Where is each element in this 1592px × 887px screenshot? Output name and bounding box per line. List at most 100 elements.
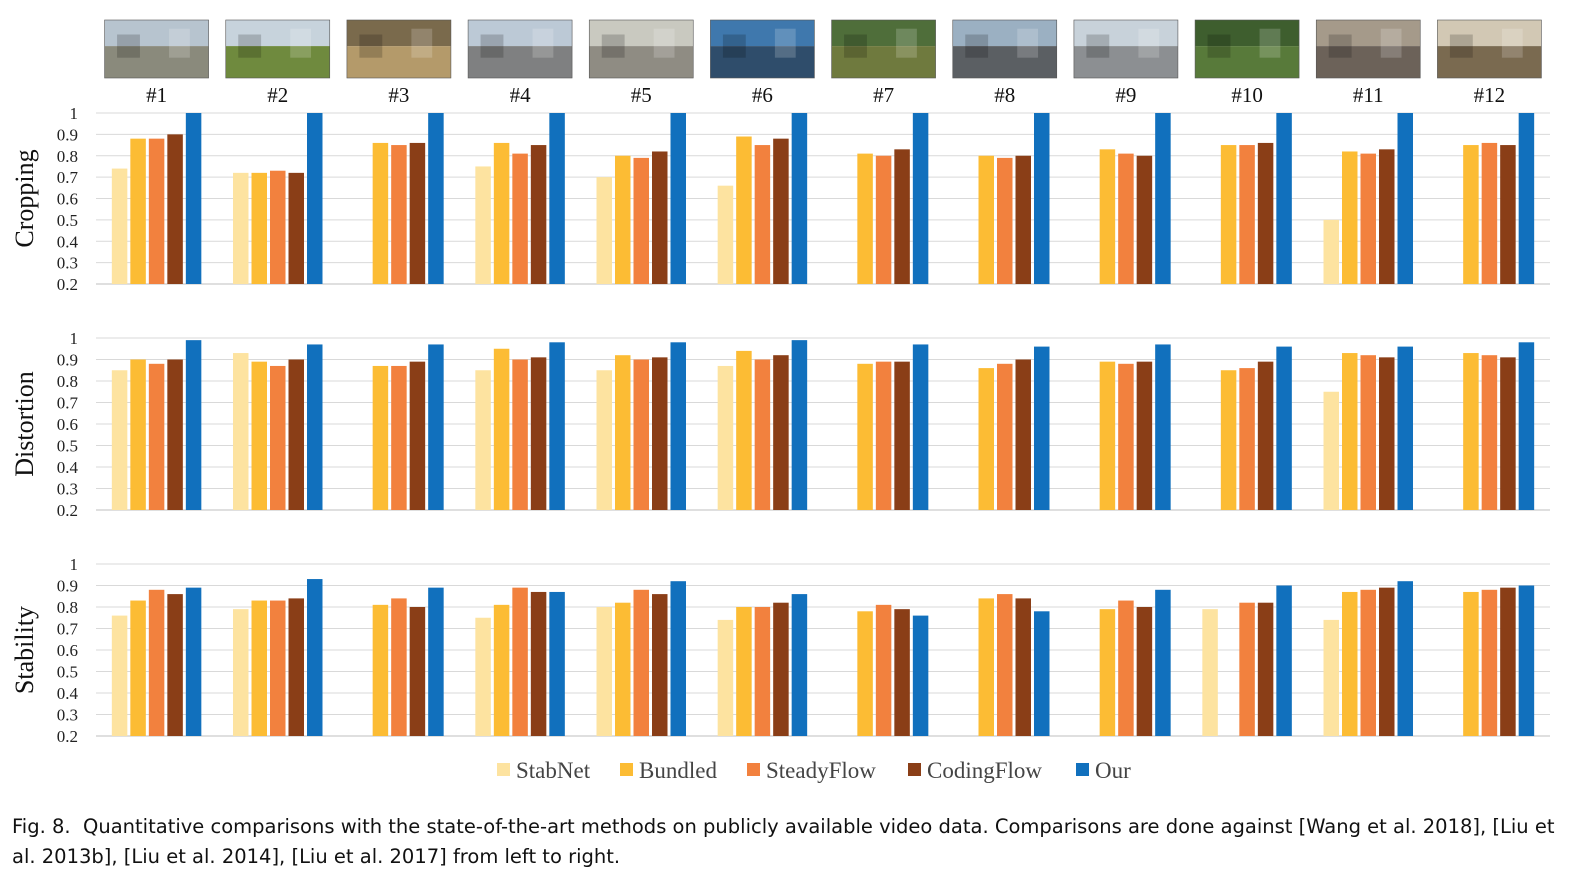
bar-codingflow-n9 — [1136, 155, 1153, 284]
bar-our-n3 — [428, 587, 444, 736]
bar-steadyflow-n11 — [1360, 589, 1376, 736]
bar-our-n8 — [1034, 346, 1050, 510]
thumbnail-7 — [831, 19, 936, 79]
thumbnail-11 — [1315, 19, 1421, 79]
bar-steadyflow-n6 — [754, 359, 771, 510]
bar-codingflow-n4 — [530, 145, 547, 284]
bar-steadyflow-n4 — [512, 359, 528, 510]
bar-bundled-n4 — [493, 142, 510, 284]
bar-stabnet-n10 — [1202, 609, 1218, 736]
bar-steadyflow-n12 — [1481, 355, 1498, 510]
bar-our-n3 — [428, 113, 444, 284]
y-tick-label: 0.7 — [57, 394, 79, 413]
thumbnail-ground — [952, 46, 1057, 78]
y-tick-label: 0.4 — [57, 684, 79, 703]
bar-stabnet-n5 — [596, 370, 612, 510]
thumbnail-ground — [1073, 46, 1178, 78]
category-label-7: #7 — [873, 83, 894, 107]
bar-steadyflow-n7 — [875, 604, 892, 736]
bar-our-n9 — [1155, 589, 1171, 736]
bar-our-n9 — [1155, 344, 1171, 510]
y-tick-label: 0.8 — [57, 147, 78, 166]
bar-bundled-n11 — [1342, 353, 1358, 510]
thumbnail-shape — [1328, 34, 1352, 58]
bar-bundled-n12 — [1463, 353, 1479, 510]
bar-bundled-n3 — [372, 142, 389, 284]
bar-steadyflow-n7 — [875, 361, 892, 510]
thumbnail-2 — [225, 19, 331, 79]
bar-steadyflow-n8 — [997, 363, 1013, 510]
y-tick-label: 0.5 — [57, 663, 78, 682]
category-label-2: #2 — [267, 83, 288, 107]
y-tick-label: 0.2 — [57, 275, 78, 294]
thumbnail-8 — [952, 19, 1058, 79]
legend-label-our: Our — [1095, 758, 1131, 783]
chart-panel-cropping: 1 0.9 0.8 0.7 0.6 0.5 0.4 0.3 0.2 Cropping — [10, 104, 1550, 294]
caption-text: Quantitative comparisons with the state-… — [12, 815, 1555, 868]
bar-bundled-n6 — [736, 136, 752, 284]
thumbnail-ground — [468, 46, 573, 78]
category-label-4: #4 — [510, 83, 532, 107]
bar-our-n12 — [1518, 342, 1535, 510]
bar-stabnet-n4 — [475, 370, 491, 510]
bar-codingflow-n3 — [409, 361, 426, 510]
bar-bundled-n12 — [1463, 145, 1479, 284]
y-tick-label: 0.2 — [57, 501, 78, 520]
bar-steadyflow-n12 — [1481, 589, 1498, 736]
bar-our-n3 — [428, 344, 444, 510]
bar-stabnet-n6 — [717, 619, 734, 736]
legend: StabNet Bundled SteadyFlow CodingFlow Our — [497, 758, 1131, 783]
bar-steadyflow-n5 — [633, 359, 649, 510]
y-tick-label: 1 — [70, 555, 79, 574]
thumbnail-5 — [588, 19, 694, 79]
bar-stabnet-n1 — [111, 370, 128, 510]
bar-codingflow-n7 — [894, 149, 910, 284]
bar-our-n2 — [307, 113, 323, 284]
y-tick-label: 0.7 — [57, 168, 79, 187]
bar-steadyflow-n10 — [1239, 368, 1255, 510]
y-axis-title: Distortion — [10, 371, 39, 476]
bar-steadyflow-n5 — [633, 157, 649, 284]
bar-stabnet-n11 — [1323, 219, 1339, 284]
bar-steadyflow-n1 — [148, 363, 165, 510]
thumbnail-ground — [1437, 46, 1542, 78]
thumbnail-shape — [359, 34, 383, 58]
thumbnail-shape — [653, 28, 675, 58]
bar-steadyflow-n10 — [1239, 145, 1255, 284]
bar-stabnet-n4 — [475, 617, 491, 736]
bar-bundled-n5 — [615, 355, 631, 510]
bar-our-n2 — [307, 579, 323, 736]
bar-our-n5 — [670, 113, 686, 284]
legend-label-stabnet: StabNet — [516, 758, 591, 783]
bar-bundled-n1 — [130, 359, 146, 510]
bar-bundled-n4 — [493, 604, 510, 736]
thumbnail-sky — [1195, 20, 1300, 47]
thumbnail-ground — [1195, 46, 1300, 78]
thumbnail-9 — [1073, 19, 1179, 79]
thumbnail-sky — [831, 20, 936, 47]
legend-swatch-steadyflow — [747, 763, 760, 776]
bar-bundled-n2 — [251, 172, 267, 284]
thumbnail-shape — [1138, 28, 1160, 58]
bar-bundled-n12 — [1463, 591, 1479, 736]
bar-codingflow-n8 — [1015, 598, 1031, 736]
bar-codingflow-n3 — [409, 607, 426, 736]
thumbnail-sky — [589, 20, 694, 47]
bar-our-n7 — [912, 615, 929, 736]
legend-swatch-stabnet — [497, 763, 510, 776]
bar-our-n11 — [1397, 113, 1413, 284]
bar-bundled-n5 — [615, 155, 631, 284]
bar-our-n4 — [549, 113, 565, 284]
bar-bundled-n10 — [1220, 145, 1237, 284]
bar-stabnet-n5 — [596, 177, 612, 284]
thumbnail-shape — [480, 34, 504, 58]
bar-our-n11 — [1397, 346, 1413, 510]
thumbnail-shape — [290, 28, 312, 58]
thumbnail-shape — [722, 34, 746, 58]
thumbnail-frame — [225, 19, 331, 79]
bar-our-n5 — [670, 581, 686, 736]
bar-codingflow-n12 — [1500, 357, 1516, 510]
bar-stabnet-n6 — [717, 365, 734, 510]
thumbnail-frame — [346, 19, 452, 79]
thumbnail-ground — [346, 46, 451, 78]
